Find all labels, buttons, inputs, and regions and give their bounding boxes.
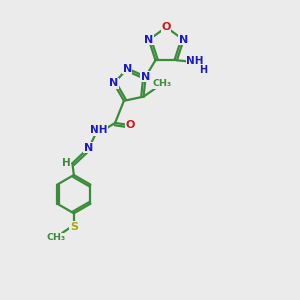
Text: N: N bbox=[144, 35, 154, 45]
Text: N: N bbox=[123, 64, 132, 74]
Text: N: N bbox=[109, 78, 119, 88]
Text: N: N bbox=[84, 143, 93, 153]
Text: H: H bbox=[200, 65, 208, 75]
Text: NH: NH bbox=[90, 125, 108, 135]
Text: CH₃: CH₃ bbox=[152, 80, 172, 88]
Text: CH₃: CH₃ bbox=[46, 233, 65, 242]
Text: N: N bbox=[141, 72, 150, 82]
Text: NH: NH bbox=[186, 56, 204, 65]
Text: O: O bbox=[126, 120, 135, 130]
Text: N: N bbox=[179, 35, 188, 45]
Text: O: O bbox=[161, 22, 171, 32]
Text: H: H bbox=[61, 158, 70, 168]
Text: S: S bbox=[70, 222, 78, 232]
